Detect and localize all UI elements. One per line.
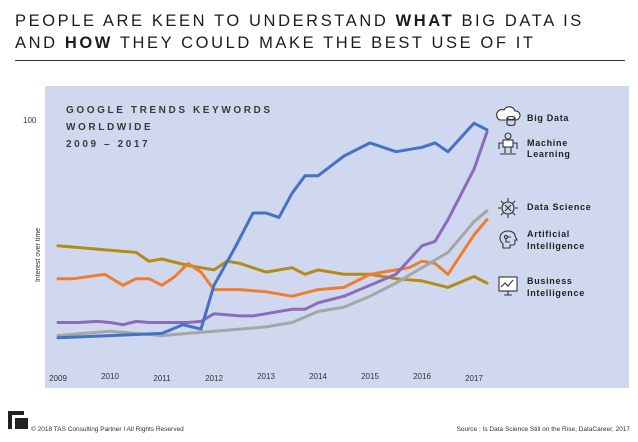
series-line-data-science <box>56 209 489 338</box>
x-tick-label: 2012 <box>205 374 223 383</box>
title-part: PEOPLE ARE KEEN TO UNDERSTAND <box>15 12 396 30</box>
legend-machine-learning-line-2: Learning <box>527 149 571 159</box>
title-emphasis-what: WHAT <box>395 12 455 30</box>
chart-title-line-1: GOOGLE TRENDS KEYWORDS <box>66 105 273 116</box>
title-part: THEY COULD MAKE THE BEST USE OF IT <box>112 34 536 52</box>
title-divider <box>15 60 625 61</box>
series-line-business-intelligence <box>56 244 489 289</box>
legend-data-science: Data Science <box>527 202 591 212</box>
x-tick-label: 2010 <box>101 372 119 381</box>
x-tick-label: 2011 <box>153 374 171 383</box>
series-line-machine-learning <box>56 130 489 327</box>
x-tick-label: 2016 <box>413 372 431 381</box>
x-tick-label: 2013 <box>257 372 275 381</box>
company-logo-icon <box>8 411 28 429</box>
page-title: PEOPLE ARE KEEN TO UNDERSTAND WHAT BIG D… <box>15 10 625 54</box>
legend-machine-learning-line-1: Machine <box>527 138 568 148</box>
chart-background <box>45 86 629 388</box>
circuit-brain-icon <box>499 230 518 249</box>
y-axis-label: Interest over time <box>35 228 42 282</box>
x-tick-label: 2009 <box>49 374 67 383</box>
legend-artificial-intelligence-line-1: Artificial <box>527 229 570 239</box>
title-emphasis-how: HOW <box>64 34 113 52</box>
chart-title-line-3: 2009 – 2017 <box>66 139 150 150</box>
copyright-text: © 2018 TAS Consulting Partner I All Righ… <box>31 426 184 433</box>
source-citation: Source : Is Data Science Still on the Ri… <box>456 426 630 433</box>
x-tick-label: 2014 <box>309 372 327 381</box>
series-line-artificial-intelligence <box>56 218 489 298</box>
title-part: BIG DATA IS AND <box>15 12 584 52</box>
cloud-database-icon <box>496 106 521 127</box>
x-tick-label: 2015 <box>361 372 379 381</box>
legend-big-data: Big Data <box>527 113 569 123</box>
y-tick-label: 100 <box>23 116 37 125</box>
robot-icon <box>498 132 518 155</box>
series-line-big-data <box>56 121 489 340</box>
dna-icon <box>498 198 518 218</box>
legend-artificial-intelligence-line-2: Intelligence <box>527 241 585 251</box>
chart-title-line-2: WORLDWIDE <box>66 122 153 133</box>
legend-business-intelligence-line-1: Business <box>527 276 573 286</box>
legend-business-intelligence-line-2: Intelligence <box>527 288 585 298</box>
x-tick-label: 2017 <box>465 374 483 383</box>
chart-board-icon <box>498 276 518 296</box>
